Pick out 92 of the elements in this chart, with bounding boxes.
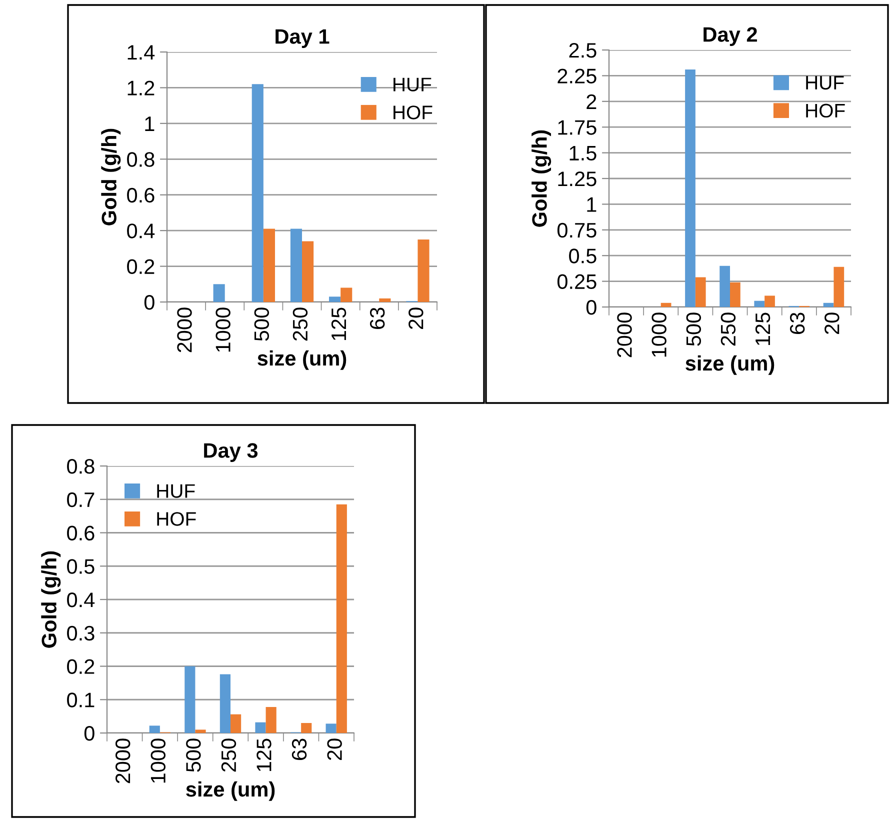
bar [660,302,672,307]
chart-title: Day 3 [204,443,258,462]
bar [418,240,430,302]
bar [379,298,391,302]
x-tick-label: 250 [292,308,308,341]
x-tick-label: 20 [408,308,424,329]
x-tick-label: 125 [331,308,346,340]
y-tick-label: 0.6 [67,526,94,541]
x-axis-title: size (um) [186,781,275,801]
y-tick-label: 0.4 [67,592,95,608]
bar [695,277,706,307]
x-tick-label: 125 [755,312,770,346]
y-tick-label: 1.5 [570,146,596,161]
y-tick-label: 0 [586,300,596,315]
bar [685,70,696,307]
y-axis-title: Gold (g/h) [101,128,121,226]
y-tick-label: 1.2 [128,80,154,96]
legend-label: HOF [806,104,845,118]
chart-title: Day 2 [704,27,757,46]
x-tick-label: 500 [254,308,270,341]
y-tick-label: 2.25 [558,68,596,84]
y-tick-label: 1.25 [558,172,596,186]
x-tick-label: 1000 [150,738,166,783]
bar [301,722,312,733]
y-tick-label: 0.4 [127,224,155,238]
bar [823,302,834,307]
x-tick-label: 2000 [617,312,632,358]
x-tick-label: 20 [327,738,342,760]
x-axis-title: size (um) [686,355,774,375]
bar [754,300,765,307]
bar [255,722,266,733]
bar [302,241,314,302]
x-tick-label: 500 [686,312,702,346]
y-tick-label: 0 [144,295,154,310]
y-tick-label: 0.5 [67,559,94,574]
y-tick-label: 0.25 [557,274,596,290]
x-tick-label: 500 [186,738,201,772]
bar [220,674,230,733]
bar [290,228,302,302]
y-tick-label: 0.3 [67,626,94,641]
y-tick-label: 0.8 [67,459,94,474]
bar [764,296,775,307]
x-tick-label: 125 [256,738,272,772]
x-tick-label: 2000 [177,308,192,352]
x-tick-label: 1000 [216,308,230,352]
bar [834,266,844,307]
y-tick-label: 0.1 [67,692,94,708]
y-tick-label: 2 [586,94,596,109]
bar [329,296,341,302]
y-axis-title: Gold (g/h) [532,130,552,227]
x-tick-label: 2000 [115,738,130,784]
bar [263,228,275,302]
y-tick-label: 1 [145,116,154,131]
chart-title: Day 1 [276,29,330,48]
y-tick-label: 0.6 [127,188,154,203]
y-tick-label: 0.2 [127,259,154,274]
bar [252,84,264,302]
x-tick-label: 20 [824,312,840,334]
x-axis-title: size (um) [258,350,346,370]
y-tick-label: 0.7 [67,492,94,508]
x-tick-label: 63 [370,308,385,329]
bar [195,730,206,733]
legend-label: HUF [806,76,844,90]
y-tick-label: 0 [84,726,94,741]
y-tick-label: 0.75 [557,222,596,238]
y-tick-label: 0.8 [127,152,154,167]
x-tick-label: 250 [720,312,736,346]
y-tick-label: 1.75 [558,120,596,135]
bar [184,666,196,733]
y-tick-label: 0.2 [67,659,94,674]
x-tick-label: 1000 [652,312,666,357]
x-tick-label: 250 [221,738,236,772]
bar [336,504,347,733]
bar [266,706,276,733]
x-tick-label: 63 [790,312,805,334]
bar [230,714,242,733]
bar [340,288,352,302]
y-tick-label: 1 [587,197,596,212]
legend-label: HUF [394,78,432,92]
x-tick-label: 63 [292,738,307,760]
y-tick-label: 0.5 [569,248,596,264]
legend-label: HUF [157,484,195,498]
legend-label: HOF [157,512,196,526]
bar [213,284,225,302]
y-tick-label: 2.5 [569,43,596,58]
legend-label: HOF [394,106,432,120]
bar [149,726,160,733]
bar [720,266,730,307]
y-tick-label: 1.4 [128,45,155,60]
y-axis-title: Gold (g/h) [41,551,61,648]
bar [326,724,336,733]
bar [730,282,740,307]
